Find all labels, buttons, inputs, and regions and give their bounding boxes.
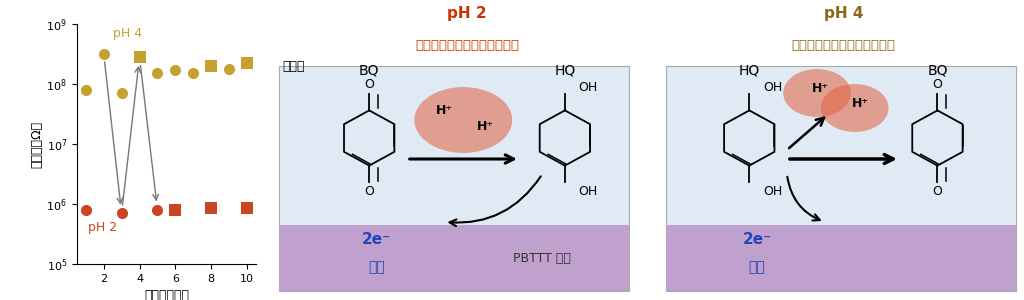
- Text: HQ: HQ: [738, 63, 760, 77]
- Text: O: O: [933, 185, 942, 198]
- FancyBboxPatch shape: [279, 225, 629, 291]
- Text: H⁺: H⁺: [852, 97, 869, 110]
- Text: HQ: HQ: [554, 63, 575, 77]
- Text: BQ: BQ: [359, 63, 380, 77]
- Ellipse shape: [415, 87, 512, 153]
- Text: pH 2: pH 2: [447, 6, 486, 21]
- Text: BQ: BQ: [927, 63, 947, 77]
- Text: OH: OH: [579, 185, 598, 198]
- Text: O: O: [365, 78, 374, 91]
- Text: 水溶液: 水溶液: [283, 60, 305, 73]
- X-axis label: 繰り返し回数: 繰り返し回数: [144, 289, 188, 300]
- Y-axis label: 抗抴値（Ω）: 抗抴値（Ω）: [31, 120, 44, 168]
- FancyBboxPatch shape: [667, 66, 1017, 291]
- Text: 電子: 電子: [749, 260, 765, 274]
- Text: H⁺: H⁺: [436, 104, 453, 118]
- Text: 電子: 電子: [369, 260, 385, 274]
- Text: H⁺: H⁺: [812, 82, 829, 95]
- Text: PBTTT 薄膜: PBTTT 薄膜: [513, 251, 571, 265]
- Text: pH 4: pH 4: [113, 27, 141, 40]
- Text: OH: OH: [763, 185, 782, 198]
- Text: OH: OH: [579, 81, 598, 94]
- Text: pH 4: pH 4: [823, 6, 863, 21]
- Ellipse shape: [821, 84, 889, 132]
- Text: 2e⁻: 2e⁻: [362, 232, 391, 247]
- FancyBboxPatch shape: [279, 66, 629, 291]
- Text: ホール密度増大、抵抗値減少: ホール密度増大、抵抗値減少: [415, 39, 519, 52]
- FancyBboxPatch shape: [667, 225, 1017, 291]
- Text: O: O: [933, 78, 942, 91]
- Text: pH 2: pH 2: [88, 221, 117, 234]
- Text: H⁺: H⁺: [477, 119, 495, 133]
- Ellipse shape: [783, 69, 851, 117]
- Text: O: O: [365, 185, 374, 198]
- Text: OH: OH: [763, 81, 782, 94]
- Text: ホール密度減少、抵抗値増大: ホール密度減少、抵抗値増大: [792, 39, 895, 52]
- Text: 2e⁻: 2e⁻: [742, 232, 771, 247]
